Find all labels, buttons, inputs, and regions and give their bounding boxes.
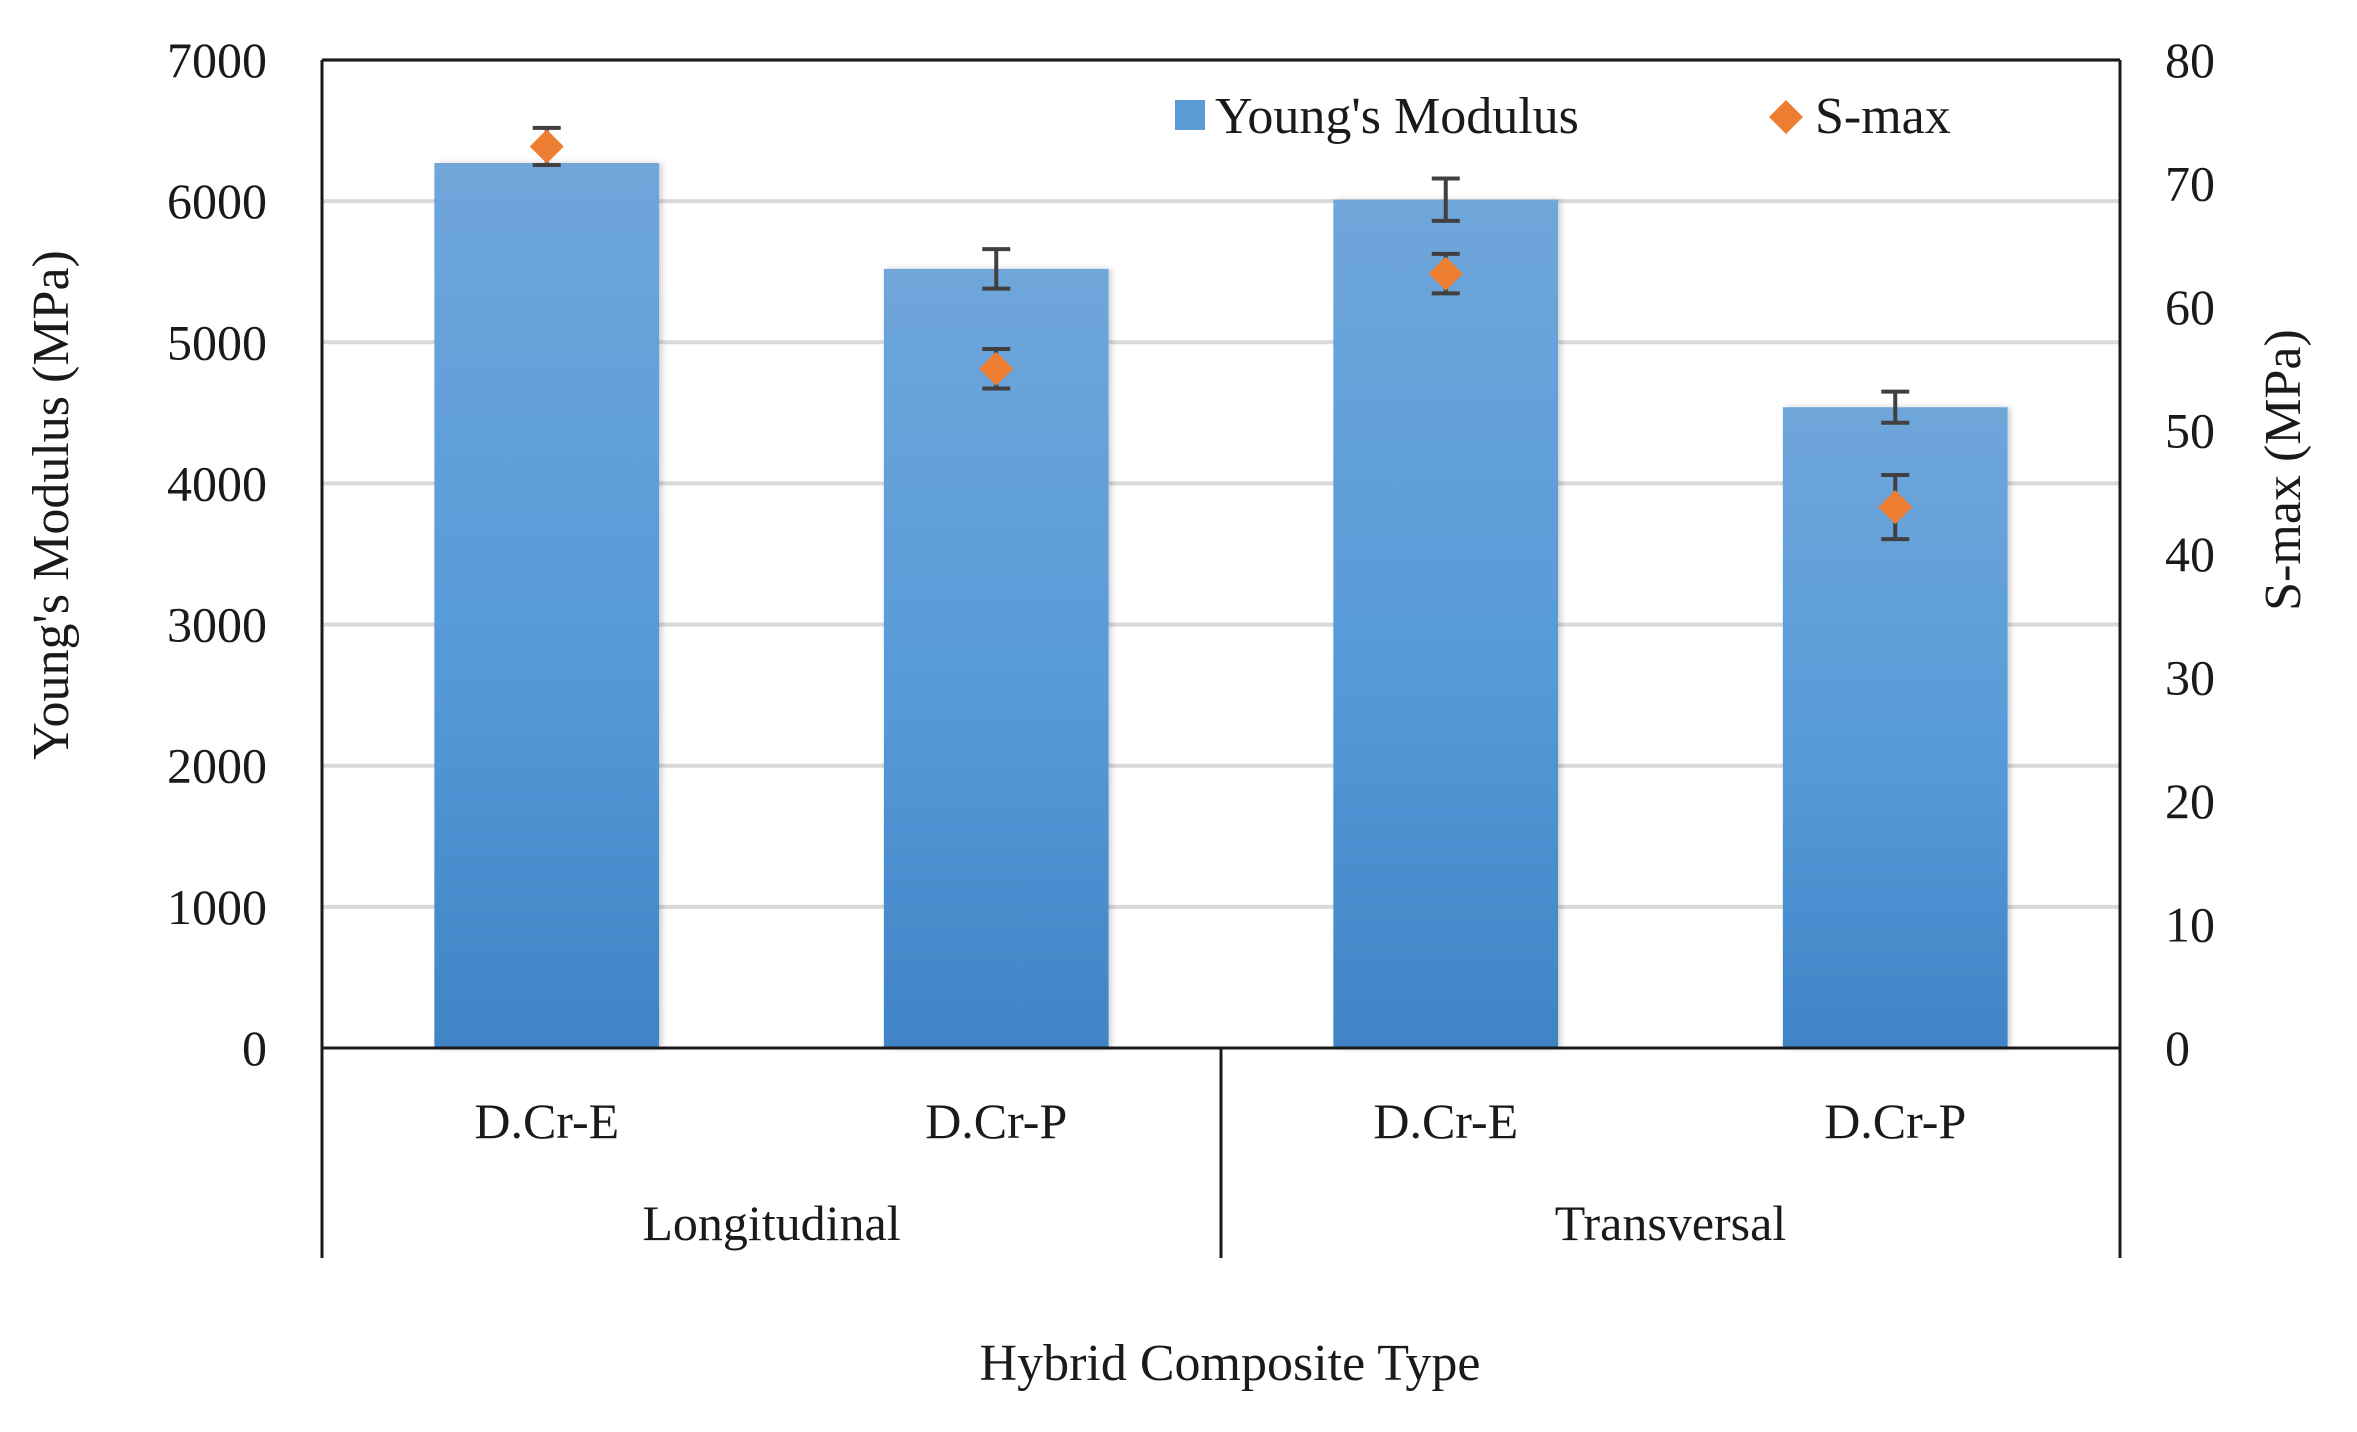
y-tick-4000: 4000 [167,455,267,511]
left-axis-ticks: 0 1000 2000 3000 4000 5000 6000 7000 [167,32,267,1076]
bar-error-4 [1881,389,1910,425]
x-axis-title: Hybrid Composite Type [980,1335,1481,1392]
y-tick-0: 0 [242,1020,267,1076]
legend-label-youngs-modulus: Young's Modulus [1215,88,1579,145]
right-axis-ticks: 0 10 20 30 40 50 60 70 80 [2165,32,2215,1076]
s-max-marker-2 [979,351,1014,386]
left-axis-title: Young's Modulus (MPa) [23,250,80,760]
legend: Young's Modulus S-max [1175,88,1951,145]
group-label-1: Longitudinal [642,1195,900,1251]
s-max-marker-1 [529,129,564,164]
y2-tick-10: 10 [2165,897,2215,953]
category-label-3: D.Cr-E [1373,1093,1518,1149]
y-tick-3000: 3000 [167,597,267,653]
legend-label-s-max: S-max [1815,88,1951,145]
y2-tick-80: 80 [2165,32,2215,88]
y-tick-1000: 1000 [167,879,267,935]
y2-tick-70: 70 [2165,156,2215,212]
right-axis-title: S-max (MPa) [2255,329,2312,611]
marker-series [529,129,1913,525]
category-axis: D.Cr-E D.Cr-P D.Cr-E D.Cr-P Longitudinal Tran… [474,1048,1966,1258]
s-max-marker-4 [1878,490,1913,525]
bar-error-2 [982,247,1011,291]
bar-1 [434,163,660,1048]
y-tick-6000: 6000 [167,173,267,229]
y2-tick-20: 20 [2165,773,2215,829]
category-label-4: D.Cr-P [1824,1093,1966,1149]
category-label-2: D.Cr-P [925,1093,1067,1149]
y-tick-2000: 2000 [167,738,267,794]
y2-tick-60: 60 [2165,279,2215,335]
group-label-2: Transversal [1555,1195,1786,1251]
bar-2 [883,268,1109,1048]
legend-swatch-youngs-modulus [1175,100,1205,130]
bar-series [434,163,2008,1048]
y2-tick-0: 0 [2165,1020,2190,1076]
bar-3 [1333,199,1559,1048]
y2-tick-30: 30 [2165,650,2215,706]
y-tick-7000: 7000 [167,32,267,88]
plot-frame [320,58,2122,1258]
y2-tick-50: 50 [2165,403,2215,459]
error-bars [532,125,1910,542]
legend-marker-s-max [1769,100,1803,134]
category-label-1: D.Cr-E [474,1093,619,1149]
y2-tick-40: 40 [2165,526,2215,582]
y-tick-5000: 5000 [167,314,267,370]
bar-error-3 [1431,176,1460,223]
s-max-marker-3 [1428,256,1463,291]
